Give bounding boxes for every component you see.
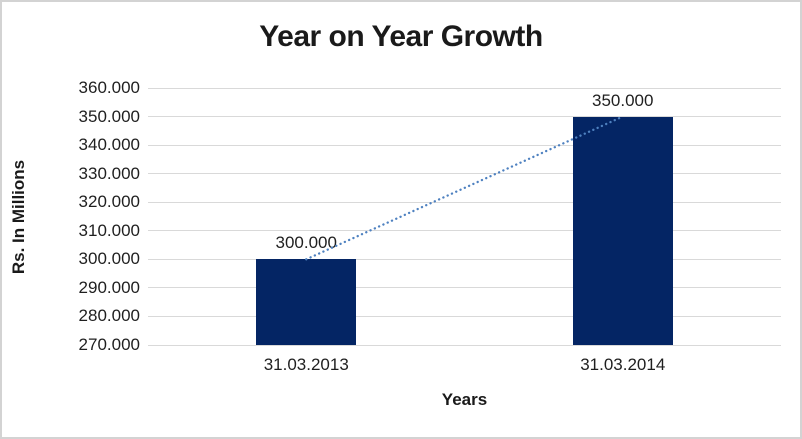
y-axis-tick-label: 330.000 <box>78 163 140 183</box>
y-axis-tick-label: 350.000 <box>78 106 140 126</box>
plot-area: 300.000 350.000 <box>148 87 781 346</box>
gridline <box>148 230 781 232</box>
y-axis-tick-label: 300.000 <box>78 249 140 269</box>
gridline <box>148 144 781 146</box>
gridline <box>148 87 781 89</box>
y-axis-tick-label: 340.000 <box>78 135 140 155</box>
bar-31.03.2014 <box>572 116 673 345</box>
gridline <box>148 173 781 175</box>
gridline <box>148 315 781 317</box>
y-axis-tick-label: 290.000 <box>78 277 140 297</box>
x-axis-tick-label: 31.03.2013 <box>263 355 349 374</box>
gridline <box>148 116 781 118</box>
y-axis-tick-label: 280.000 <box>78 306 140 326</box>
trendline <box>305 115 624 261</box>
y-axis-tick-label: 360.000 <box>78 78 140 97</box>
gridline <box>148 201 781 203</box>
data-label: 350.000 <box>592 90 654 110</box>
gridline <box>148 344 781 346</box>
y-axis-tick-label: 320.000 <box>78 192 140 212</box>
bar-31.03.2013 <box>256 259 357 345</box>
data-label: 300.000 <box>275 233 337 253</box>
x-axis-tick-label: 31.03.2014 <box>580 355 666 374</box>
y-axis-tick-label: 270.000 <box>78 335 140 354</box>
chart-title: Year on Year Growth <box>259 20 543 53</box>
gridline <box>148 287 781 289</box>
x-axis-title: Years <box>441 390 488 409</box>
y-axis-tick-label: 310.000 <box>78 220 140 240</box>
gridline <box>148 258 781 260</box>
